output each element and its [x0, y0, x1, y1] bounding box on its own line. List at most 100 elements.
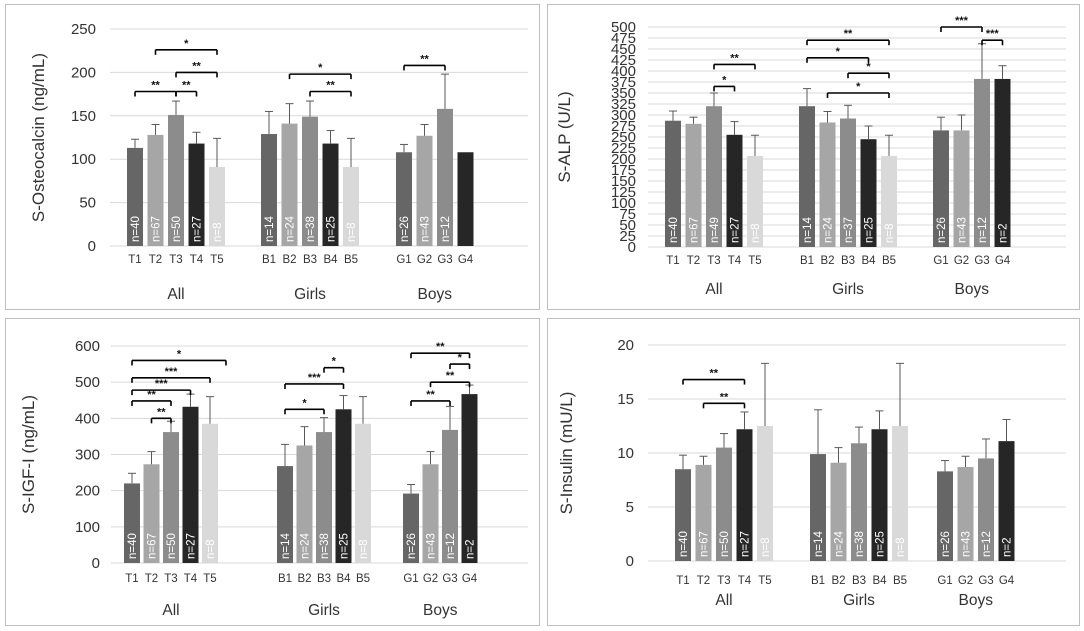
group-label: Girls — [308, 602, 340, 619]
bar — [403, 493, 419, 563]
chart-igf: 0 100 200 300 400 500 600 S-IGF-I (ng/mL) n=40 T1… — [19, 338, 528, 619]
n-label: n=37 — [843, 217, 855, 243]
x-tick-label: T2 — [697, 575, 710, 587]
significance-label: ** — [326, 79, 335, 91]
significance-label: * — [184, 38, 189, 50]
n-label: n=14 — [802, 216, 814, 243]
bar — [316, 432, 332, 563]
x-tick-label: G4 — [458, 254, 474, 266]
x-tick-label: T1 — [125, 573, 138, 585]
y-tick-label: 450 — [611, 41, 636, 58]
n-label: n=14 — [264, 215, 276, 242]
significance-label: ** — [182, 79, 191, 91]
y-tick-label: 250 — [71, 21, 96, 38]
n-label: n=24 — [823, 216, 835, 243]
bar — [998, 441, 1015, 561]
x-tick-label: G2 — [423, 573, 438, 585]
n-label: n=67 — [147, 533, 159, 559]
x-tick-label: G3 — [978, 575, 993, 587]
bar — [127, 147, 143, 246]
x-tick-label: T4 — [184, 573, 198, 585]
n-label: n=25 — [339, 533, 351, 559]
x-tick-label: B1 — [262, 254, 276, 266]
x-tick-label: T1 — [128, 254, 141, 266]
x-tick-label: G2 — [954, 255, 969, 267]
x-tick-label: B1 — [278, 573, 292, 585]
bar — [355, 423, 371, 563]
x-tick-label: B5 — [882, 255, 896, 267]
chart-panel-osteocalcin: 0 50 100 150 200 250 S-Osteocalcin (ng/mL) n=40… — [5, 4, 540, 310]
bar — [974, 78, 990, 247]
x-tick-label: G3 — [437, 254, 452, 266]
n-label: n=26 — [399, 216, 411, 242]
y-tick-label: 275 — [611, 118, 636, 135]
n-label: n=26 — [406, 533, 418, 559]
significance-label: * — [332, 356, 337, 368]
y-tick-label: 425 — [611, 52, 636, 69]
x-tick-label: B3 — [317, 573, 331, 585]
chart-panel-insulin: 0 5 10 15 20 S-Insulin (mU/L) n=40 T1 n=67 T2 n=50… — [547, 318, 1080, 626]
y-tick-label: 400 — [75, 410, 100, 427]
x-tick-label: B4 — [336, 573, 351, 585]
significance-label: ** — [730, 52, 739, 64]
significance-label: *** — [155, 378, 169, 390]
n-label: n=43 — [957, 217, 969, 243]
bar — [168, 114, 184, 246]
x-tick-label: B5 — [344, 254, 358, 266]
y-tick-label: 225 — [611, 140, 636, 157]
y-tick-label: 50 — [619, 217, 636, 234]
n-label: n=50 — [719, 531, 731, 557]
y-tick-label: 10 — [617, 445, 634, 462]
bar — [933, 130, 949, 247]
group-label: Boys — [955, 281, 990, 298]
significance-label: * — [722, 74, 727, 86]
y-axis-label: S-Osteocalcin (ng/mL) — [29, 53, 48, 222]
significance-label: *** — [165, 366, 179, 378]
y-tick-label: 100 — [611, 195, 636, 212]
bar — [343, 167, 359, 246]
significance-label: ** — [157, 406, 166, 418]
bar — [182, 406, 199, 563]
group-label: Boys — [423, 602, 458, 619]
bar — [147, 134, 164, 246]
y-tick-label: 400 — [611, 63, 636, 80]
bar — [202, 423, 218, 563]
y-tick-label: 0 — [88, 238, 96, 255]
y-tick-label: 250 — [611, 129, 636, 146]
bar — [461, 394, 478, 563]
x-tick-label: B3 — [303, 254, 317, 266]
x-tick-label: B5 — [893, 575, 907, 587]
n-label: n=40 — [127, 533, 139, 559]
n-label: n=14 — [813, 530, 825, 557]
significance-label: ** — [147, 389, 156, 401]
y-tick-label: 175 — [611, 162, 636, 179]
significance-label: ** — [446, 370, 455, 382]
significance-label: *** — [986, 28, 1000, 40]
x-tick-label: G2 — [417, 254, 432, 266]
n-label: n=2 — [998, 223, 1010, 243]
bar — [881, 155, 897, 247]
x-tick-label: G2 — [958, 575, 973, 587]
x-tick-label: T2 — [149, 254, 162, 266]
group-label: All — [162, 602, 179, 619]
bar — [994, 78, 1011, 247]
group-label: Boys — [418, 286, 453, 303]
n-label: n=40 — [130, 216, 142, 242]
y-tick-label: 100 — [75, 519, 100, 536]
x-tick-label: T1 — [676, 575, 689, 587]
x-tick-label: B4 — [872, 575, 887, 587]
significance-label: ** — [720, 391, 729, 403]
n-label: n=67 — [151, 216, 163, 242]
n-label: n=24 — [834, 530, 846, 557]
significance-label: ** — [844, 28, 853, 40]
y-tick-label: 500 — [611, 19, 636, 36]
chart-panel-alp: 0 25 50 75 100 125 150 175 200 225 250 275 300 325 350… — [547, 4, 1080, 310]
bar — [437, 108, 453, 246]
x-tick-label: G4 — [462, 573, 478, 585]
significance-label: ** — [709, 368, 718, 380]
y-tick-label: 0 — [628, 239, 636, 256]
y-tick-label: 325 — [611, 96, 636, 113]
y-tick-label: 200 — [71, 64, 96, 81]
chart-panel-igf: 0 100 200 300 400 500 600 S-IGF-I (ng/mL) n=40 T1… — [5, 318, 540, 626]
y-tick-label: 50 — [79, 195, 96, 212]
